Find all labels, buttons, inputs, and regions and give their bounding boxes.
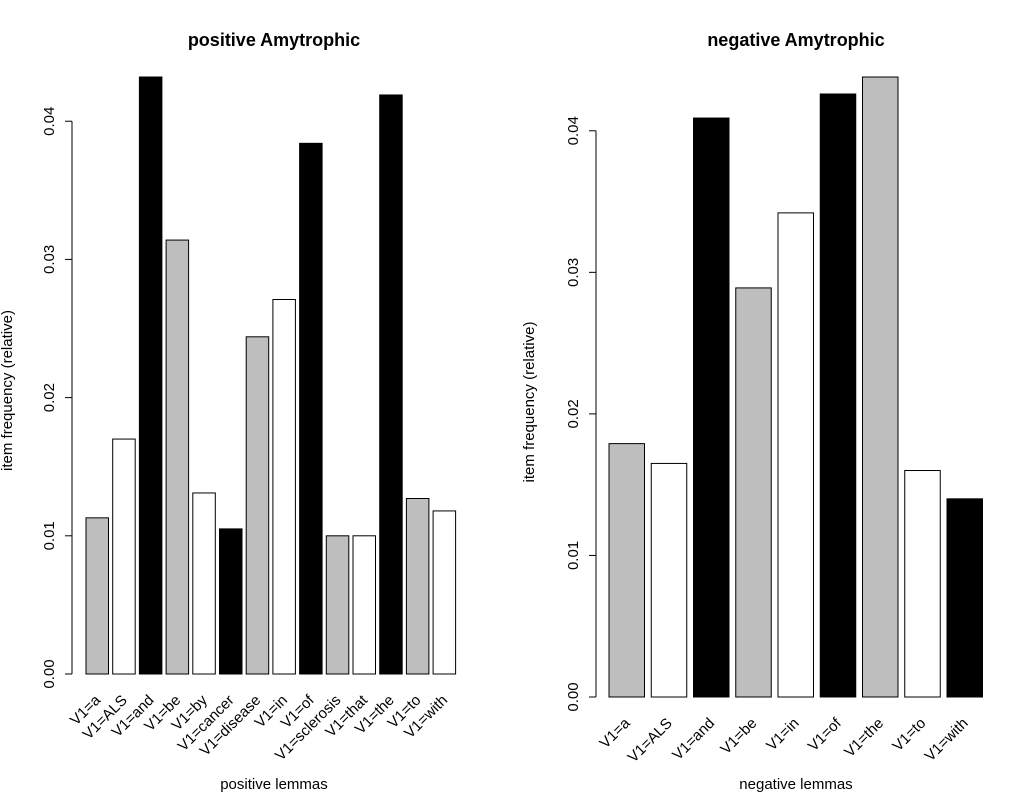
y-tick-label: 0.00 <box>565 682 582 711</box>
bar <box>819 93 857 698</box>
bar <box>379 94 403 675</box>
bars-group <box>85 76 457 675</box>
chart-title: positive Amytrophic <box>188 30 360 50</box>
x-tick-label: V1=a <box>596 714 634 752</box>
negative-chart-panel: negative Amytrophic item frequency (rela… <box>521 30 983 793</box>
bar <box>432 510 457 675</box>
x-axis-label: negative lemmas <box>739 776 852 793</box>
chart-title: negative Amytrophic <box>707 30 884 50</box>
y-tick-label: 0.02 <box>41 383 58 412</box>
bar <box>325 535 350 675</box>
bar <box>352 535 376 675</box>
x-tick-label: V1=ALS <box>625 715 676 766</box>
bar <box>735 287 772 698</box>
x-tick-label: V1=the <box>841 715 887 761</box>
y-tick-label: 0.00 <box>41 659 58 688</box>
bar <box>299 142 323 675</box>
bar <box>245 336 270 675</box>
y-tick-label: 0.01 <box>565 541 582 570</box>
y-axis-label: item frequency (relative) <box>521 322 538 483</box>
y-tick-label: 0.02 <box>565 399 582 428</box>
x-tick-label: V1=to <box>889 715 929 755</box>
y-tick-label: 0.03 <box>565 258 582 287</box>
x-tick-label: V1=and <box>669 715 718 764</box>
x-tick-label: V1=with <box>922 715 972 765</box>
bar <box>862 76 899 698</box>
bar <box>608 443 645 698</box>
bar <box>192 492 216 675</box>
bar <box>405 497 430 675</box>
y-tick-label: 0.01 <box>41 521 58 550</box>
y-axis-label: item frequency (relative) <box>0 310 16 471</box>
x-axis-label: positive lemmas <box>220 776 328 793</box>
x-tick-labels: V1=aV1=ALSV1=andV1=beV1=byV1=cancerV1=di… <box>67 691 451 764</box>
bar <box>777 212 814 698</box>
bar <box>650 462 688 698</box>
bar <box>112 438 136 675</box>
bar <box>219 528 243 675</box>
x-tick-label: V1=of <box>805 714 846 755</box>
y-tick-label: 0.03 <box>41 245 58 274</box>
bars-group <box>608 76 983 698</box>
y-axis: 0.00 0.01 0.02 0.03 0.04 <box>41 107 73 689</box>
bar <box>165 239 190 675</box>
x-tick-label: V1=in <box>763 715 802 754</box>
positive-chart-panel: positive Amytrophic item frequency (rela… <box>0 30 457 793</box>
bar <box>272 298 296 675</box>
y-tick-label: 0.04 <box>565 116 582 145</box>
x-tick-label: V1=be <box>717 715 760 758</box>
bar <box>946 498 983 698</box>
bar <box>85 517 109 675</box>
bar <box>693 117 730 698</box>
bar <box>904 470 941 698</box>
y-axis: 0.00 0.01 0.02 0.03 0.04 <box>565 116 597 712</box>
y-tick-label: 0.04 <box>41 107 58 136</box>
bar <box>138 76 163 675</box>
